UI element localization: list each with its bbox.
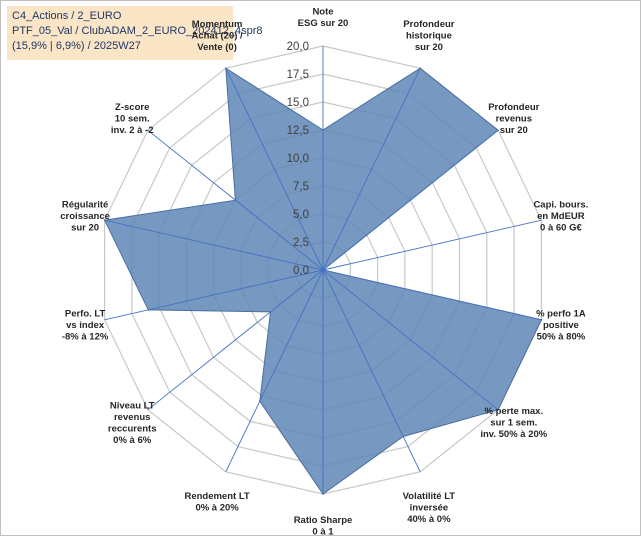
category-label-line: Profondeur [488, 102, 539, 113]
category-label-line: sur 1 sem. [490, 418, 537, 429]
axis-spoke [104, 269, 324, 321]
category-label-line: Vente (0) [197, 42, 237, 53]
category-label-line: % perfo 1A [536, 308, 586, 319]
category-label-line: 10 sem. [115, 113, 150, 124]
category-label: Note ESG sur 20 [298, 7, 349, 30]
category-label: Ratio Sharpe 0 à 1 [294, 515, 353, 536]
category-label-line: 0 à 60 G€ [540, 223, 582, 234]
tick-label: 2,5 [293, 237, 309, 249]
category-label-line: revenus [496, 113, 532, 124]
category-label: Capi. bours. en MdEUR 0 à 60 G€ [533, 200, 588, 234]
axis-spoke [322, 129, 499, 271]
category-label-line: inv. 50% à 20% [480, 429, 547, 440]
category-label-line: Note [312, 7, 333, 18]
tick-label: 5,0 [293, 209, 309, 221]
category-label-line: Niveau LT [110, 400, 155, 411]
tick-label: 10,0 [287, 153, 309, 165]
portfolio-info-box: C4_Actions / 2_EURO PTF_05_Val / ClubADA… [7, 6, 263, 60]
tick-label: 17,5 [287, 69, 309, 81]
category-label-line: inversée [410, 502, 449, 513]
category-label: Z-score 10 sem. inv. 2 à -2 [111, 102, 154, 136]
info-line-2: PTF_05_Val / ClubADAM_2_EURO_202412_4spr… [12, 25, 263, 37]
category-label-line: croissance [60, 211, 110, 222]
category-label: Profondeur historique sur 20 [403, 19, 454, 53]
category-label-line: Capi. bours. [533, 200, 588, 211]
category-label-line: sur 20 [71, 223, 99, 234]
category-label-line: Ratio Sharpe [294, 515, 353, 526]
category-label-line: 0% à 20% [195, 502, 239, 513]
axis-spoke [147, 269, 324, 411]
tick-label: 15,0 [287, 97, 309, 109]
category-label: Momentum Achat (20) / Vente (0) [191, 19, 243, 53]
data-point [419, 67, 422, 69]
category-label-line: positive [543, 320, 579, 331]
tick-label: 20,0 [287, 41, 309, 53]
category-label-line: vs index [66, 320, 105, 331]
data-point [322, 129, 324, 131]
axis-spoke [322, 68, 421, 271]
category-label: Niveau LT revenus reccurents 0% à 6% [108, 400, 157, 446]
category-label-line: 0 à 1 [312, 527, 334, 536]
category-label-line: historique [406, 31, 452, 42]
category-label: % perte max. sur 1 sem. inv. 50% à 20% [480, 406, 547, 440]
info-line-1: C4_Actions / 2_EURO [12, 10, 122, 22]
category-label-line: sur 20 [500, 125, 528, 136]
category-label-line: % perte max. [484, 406, 543, 417]
category-label-line: -8% à 12% [62, 331, 109, 342]
data-point [234, 199, 237, 201]
category-label-line: 50% à 80% [537, 331, 586, 342]
category-label-line: inv. 2 à -2 [111, 125, 154, 136]
tick-label: 0,0 [293, 265, 309, 277]
category-label: Rendement LT 0% à 20% [184, 491, 249, 514]
category-label-line: sur 20 [415, 42, 443, 53]
category-label: % perfo 1A positive 50% à 80% [536, 308, 586, 342]
axis-spoke [225, 68, 324, 271]
category-label-line: Régularité [62, 200, 108, 211]
data-point [225, 67, 227, 69]
category-label-line: Perfo. LT [65, 308, 106, 319]
data-point [322, 493, 324, 495]
axis-spoke [322, 269, 421, 472]
category-label: Perfo. LT vs index -8% à 12% [62, 308, 109, 342]
category-label-line: revenus [114, 412, 150, 423]
data-point [259, 400, 261, 403]
category-label-line: Rendement LT [184, 491, 249, 502]
axis-spoke [225, 269, 324, 472]
tick-label: 7,5 [293, 181, 309, 193]
data-point [497, 129, 499, 132]
data-point [147, 309, 150, 311]
data-point [540, 319, 543, 321]
category-label-line: reccurents [108, 423, 157, 434]
data-point [103, 219, 106, 221]
data-point [497, 408, 499, 411]
category-label-line: 40% à 0% [407, 514, 451, 525]
category-label: Volatilité LT inversée 40% à 0% [403, 491, 456, 525]
axis-spoke [322, 269, 499, 411]
data-point [269, 311, 272, 313]
category-label-line: Z-score [115, 102, 149, 113]
info-line-3: (15,9% | 6,9%) / 2025W27 [12, 40, 141, 52]
category-label-line: Profondeur [403, 19, 454, 30]
data-point [322, 269, 324, 271]
category-label-line: ESG sur 20 [298, 18, 349, 29]
category-label-line: Momentum [192, 19, 243, 30]
category-label-line: Volatilité LT [403, 491, 456, 502]
data-point [402, 435, 405, 438]
category-label: Régularité croissance sur 20 [60, 200, 110, 234]
axis-spoke [322, 219, 542, 271]
tick-label: 12,5 [287, 125, 309, 137]
category-label-line: 0% à 6% [113, 435, 152, 446]
category-label-line: en MdEUR [537, 211, 585, 222]
category-label-line: Achat (20) / [191, 31, 243, 42]
axis-spoke [322, 269, 542, 321]
axis-spoke [104, 219, 324, 271]
category-label: Profondeur revenus sur 20 [488, 102, 539, 136]
